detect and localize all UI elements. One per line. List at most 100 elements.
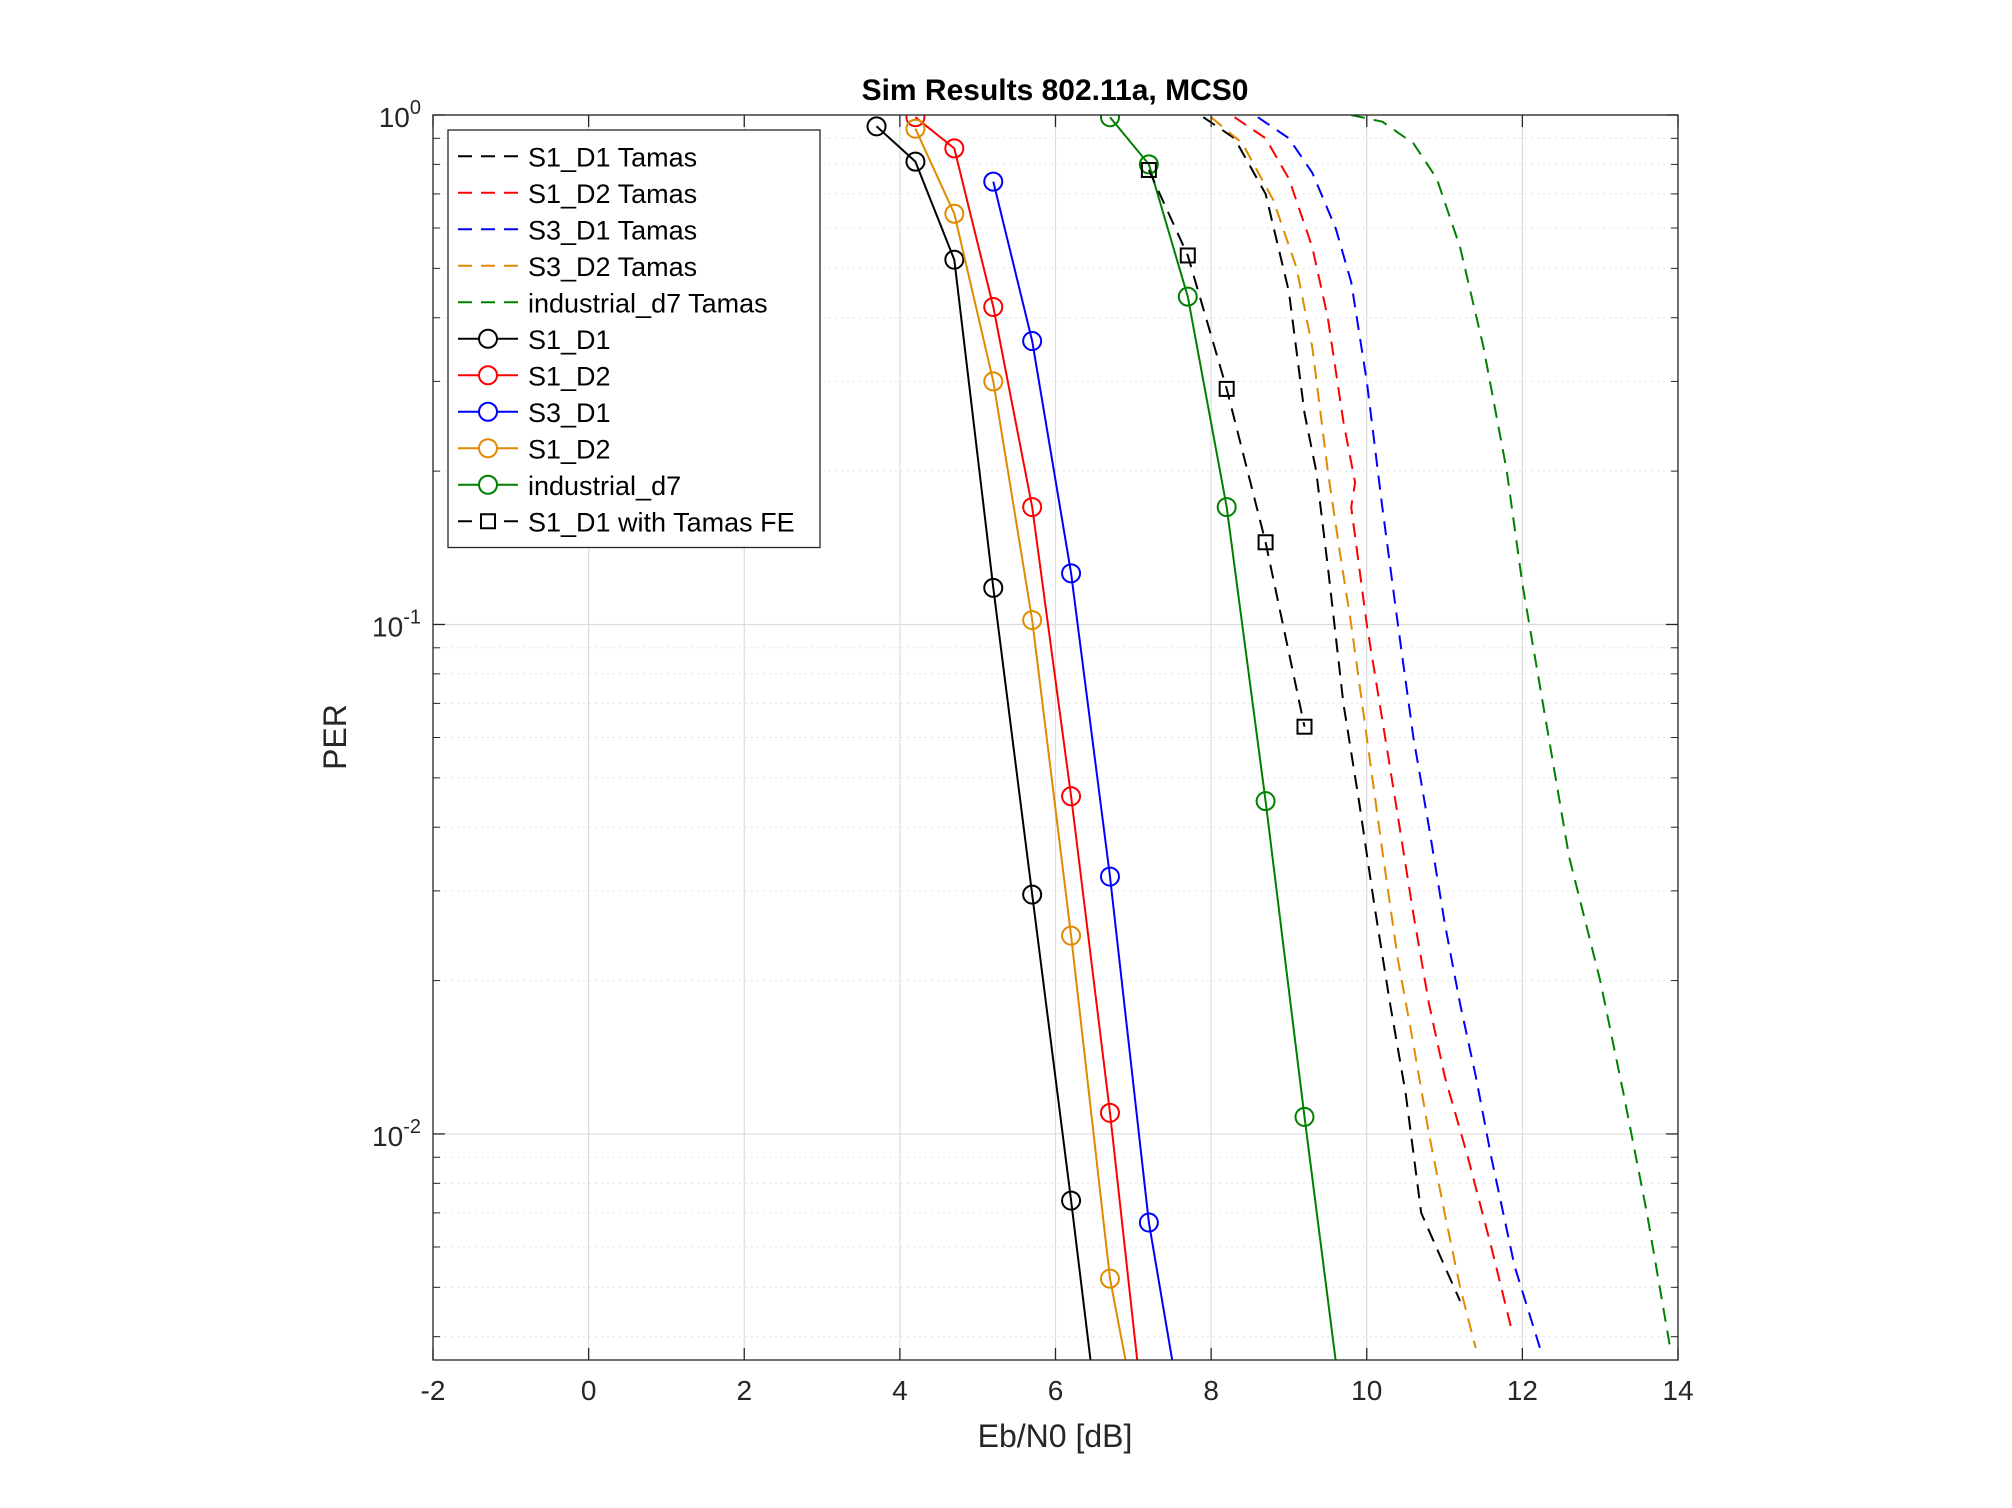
series-s1-d1-tamas [1202,116,1462,1302]
legend-item: S1_D1 [458,325,611,355]
series-line-s1-d1-with-tamas-fe [1147,169,1306,727]
data-point [1138,154,1159,175]
series-s3-d2-tamas [1210,116,1477,1349]
legend-marker [478,328,498,349]
data-point [905,115,926,128]
legend-label: S1_D1 Tamas [528,142,697,172]
series-line-s3-d1 [992,181,1174,1360]
data-point [1257,534,1274,551]
x-tick-label: -2 [421,1375,446,1406]
y-tick-label: 100 [379,97,421,133]
legend: S1_D1 Tamas S1_D2 Tamas S3_D1 Tamas S3_D2 T… [447,129,821,549]
series-line-s1-d1-tamas [1202,116,1462,1302]
data-point [1218,380,1235,397]
legend-item: S1_D2 [458,434,611,464]
legend-item: S3_D1 [458,398,611,428]
x-tick-label: 12 [1507,1375,1538,1406]
series-line-s3-d1-tamas [1257,116,1543,1355]
legend-item: S1_D2 Tamas [458,179,697,209]
legend-label: S1_D1 with Tamas FE [528,507,795,537]
data-point [1099,115,1120,128]
data-point [1140,161,1157,178]
series-s3-d1-tamas [1257,116,1543,1355]
data-point [983,171,1004,192]
series-line-s1-d1 [875,125,1092,1360]
data-point [1061,925,1082,946]
x-tick-label: 10 [1351,1375,1382,1406]
series-line-s1-d2 [914,128,1127,1360]
legend-label: S3_D2 Tamas [528,252,697,282]
data-point [1099,866,1120,887]
y-tick-label: 10-2 [372,1116,421,1152]
data-point [1061,1190,1082,1211]
data-point [983,371,1004,392]
x-tick-label: 0 [581,1375,597,1406]
y-axis-label: PER [317,704,353,770]
data-point [1296,718,1313,735]
series-s1-d1 [866,116,1092,1360]
data-point [1179,247,1196,264]
series-line-s1-d2 [914,116,1139,1360]
legend-marker [478,438,498,459]
series-s3-d1 [983,171,1174,1360]
series-line-s1-d2-tamas [1233,116,1512,1327]
data-point [1099,1102,1120,1123]
legend-label: industrial_d7 Tamas [528,288,768,318]
data-point [944,203,965,224]
series-s1-d1-with-tamas-fe [1140,161,1313,735]
data-point [983,577,1004,598]
legend-item: S1_D1 with Tamas FE [458,507,795,537]
data-point [905,151,926,172]
legend-marker [478,365,498,386]
x-tick-label: 14 [1662,1375,1693,1406]
data-point [983,296,1004,317]
y-tick-label: 10-1 [372,606,421,642]
chart-title: Sim Results 802.11a, MCS0 [862,74,1249,107]
x-tick-label: 4 [892,1375,908,1406]
data-point [1022,331,1043,352]
series-industrial-d7-tamas [1350,115,1672,1349]
data-point [1255,791,1276,812]
series-s1-d2 [905,118,1127,1360]
data-point [1177,286,1198,307]
x-tick-label: 2 [736,1375,752,1406]
legend-marker [480,513,496,530]
series-line-industrial-d7-tamas [1350,115,1672,1349]
legend-item: S1_D1 Tamas [458,142,697,172]
legend-item: industrial_d7 [458,471,681,501]
data-point [1138,1212,1159,1233]
data-point [905,118,926,139]
x-axis-label: Eb/N0 [dB] [978,1418,1133,1454]
data-point [944,249,965,270]
data-point [1294,1106,1315,1127]
data-point [866,116,887,137]
legend-item: S1_D2 [458,361,611,391]
legend-label: S1_D2 [528,361,611,391]
legend-label: S1_D1 [528,325,611,355]
legend-label: S1_D2 Tamas [528,179,697,209]
data-point [1022,884,1043,905]
data-point [1061,786,1082,807]
x-tick-label: 6 [1048,1375,1064,1406]
data-point [1216,497,1237,518]
data-point [1022,610,1043,631]
series-industrial-d7 [1099,115,1337,1360]
legend-label: S1_D2 [528,434,611,464]
data-point [944,138,965,159]
legend-item: S3_D2 Tamas [458,252,697,282]
series-line-s3-d2-tamas [1210,116,1477,1349]
legend-marker [478,401,498,422]
legend-label: S3_D1 Tamas [528,215,697,245]
data-point [1022,497,1043,518]
legend-item: industrial_d7 Tamas [458,288,768,318]
data-point [1099,1268,1120,1289]
series-layer [866,115,1672,1360]
x-tick-label: 8 [1203,1375,1219,1406]
legend-label: industrial_d7 [528,471,681,501]
series-line-industrial-d7 [1109,116,1337,1360]
legend-item: S3_D1 Tamas [458,215,697,245]
series-s1-d2-tamas [1233,116,1512,1327]
legend-label: S3_D1 [528,398,611,428]
data-point [1061,563,1082,584]
